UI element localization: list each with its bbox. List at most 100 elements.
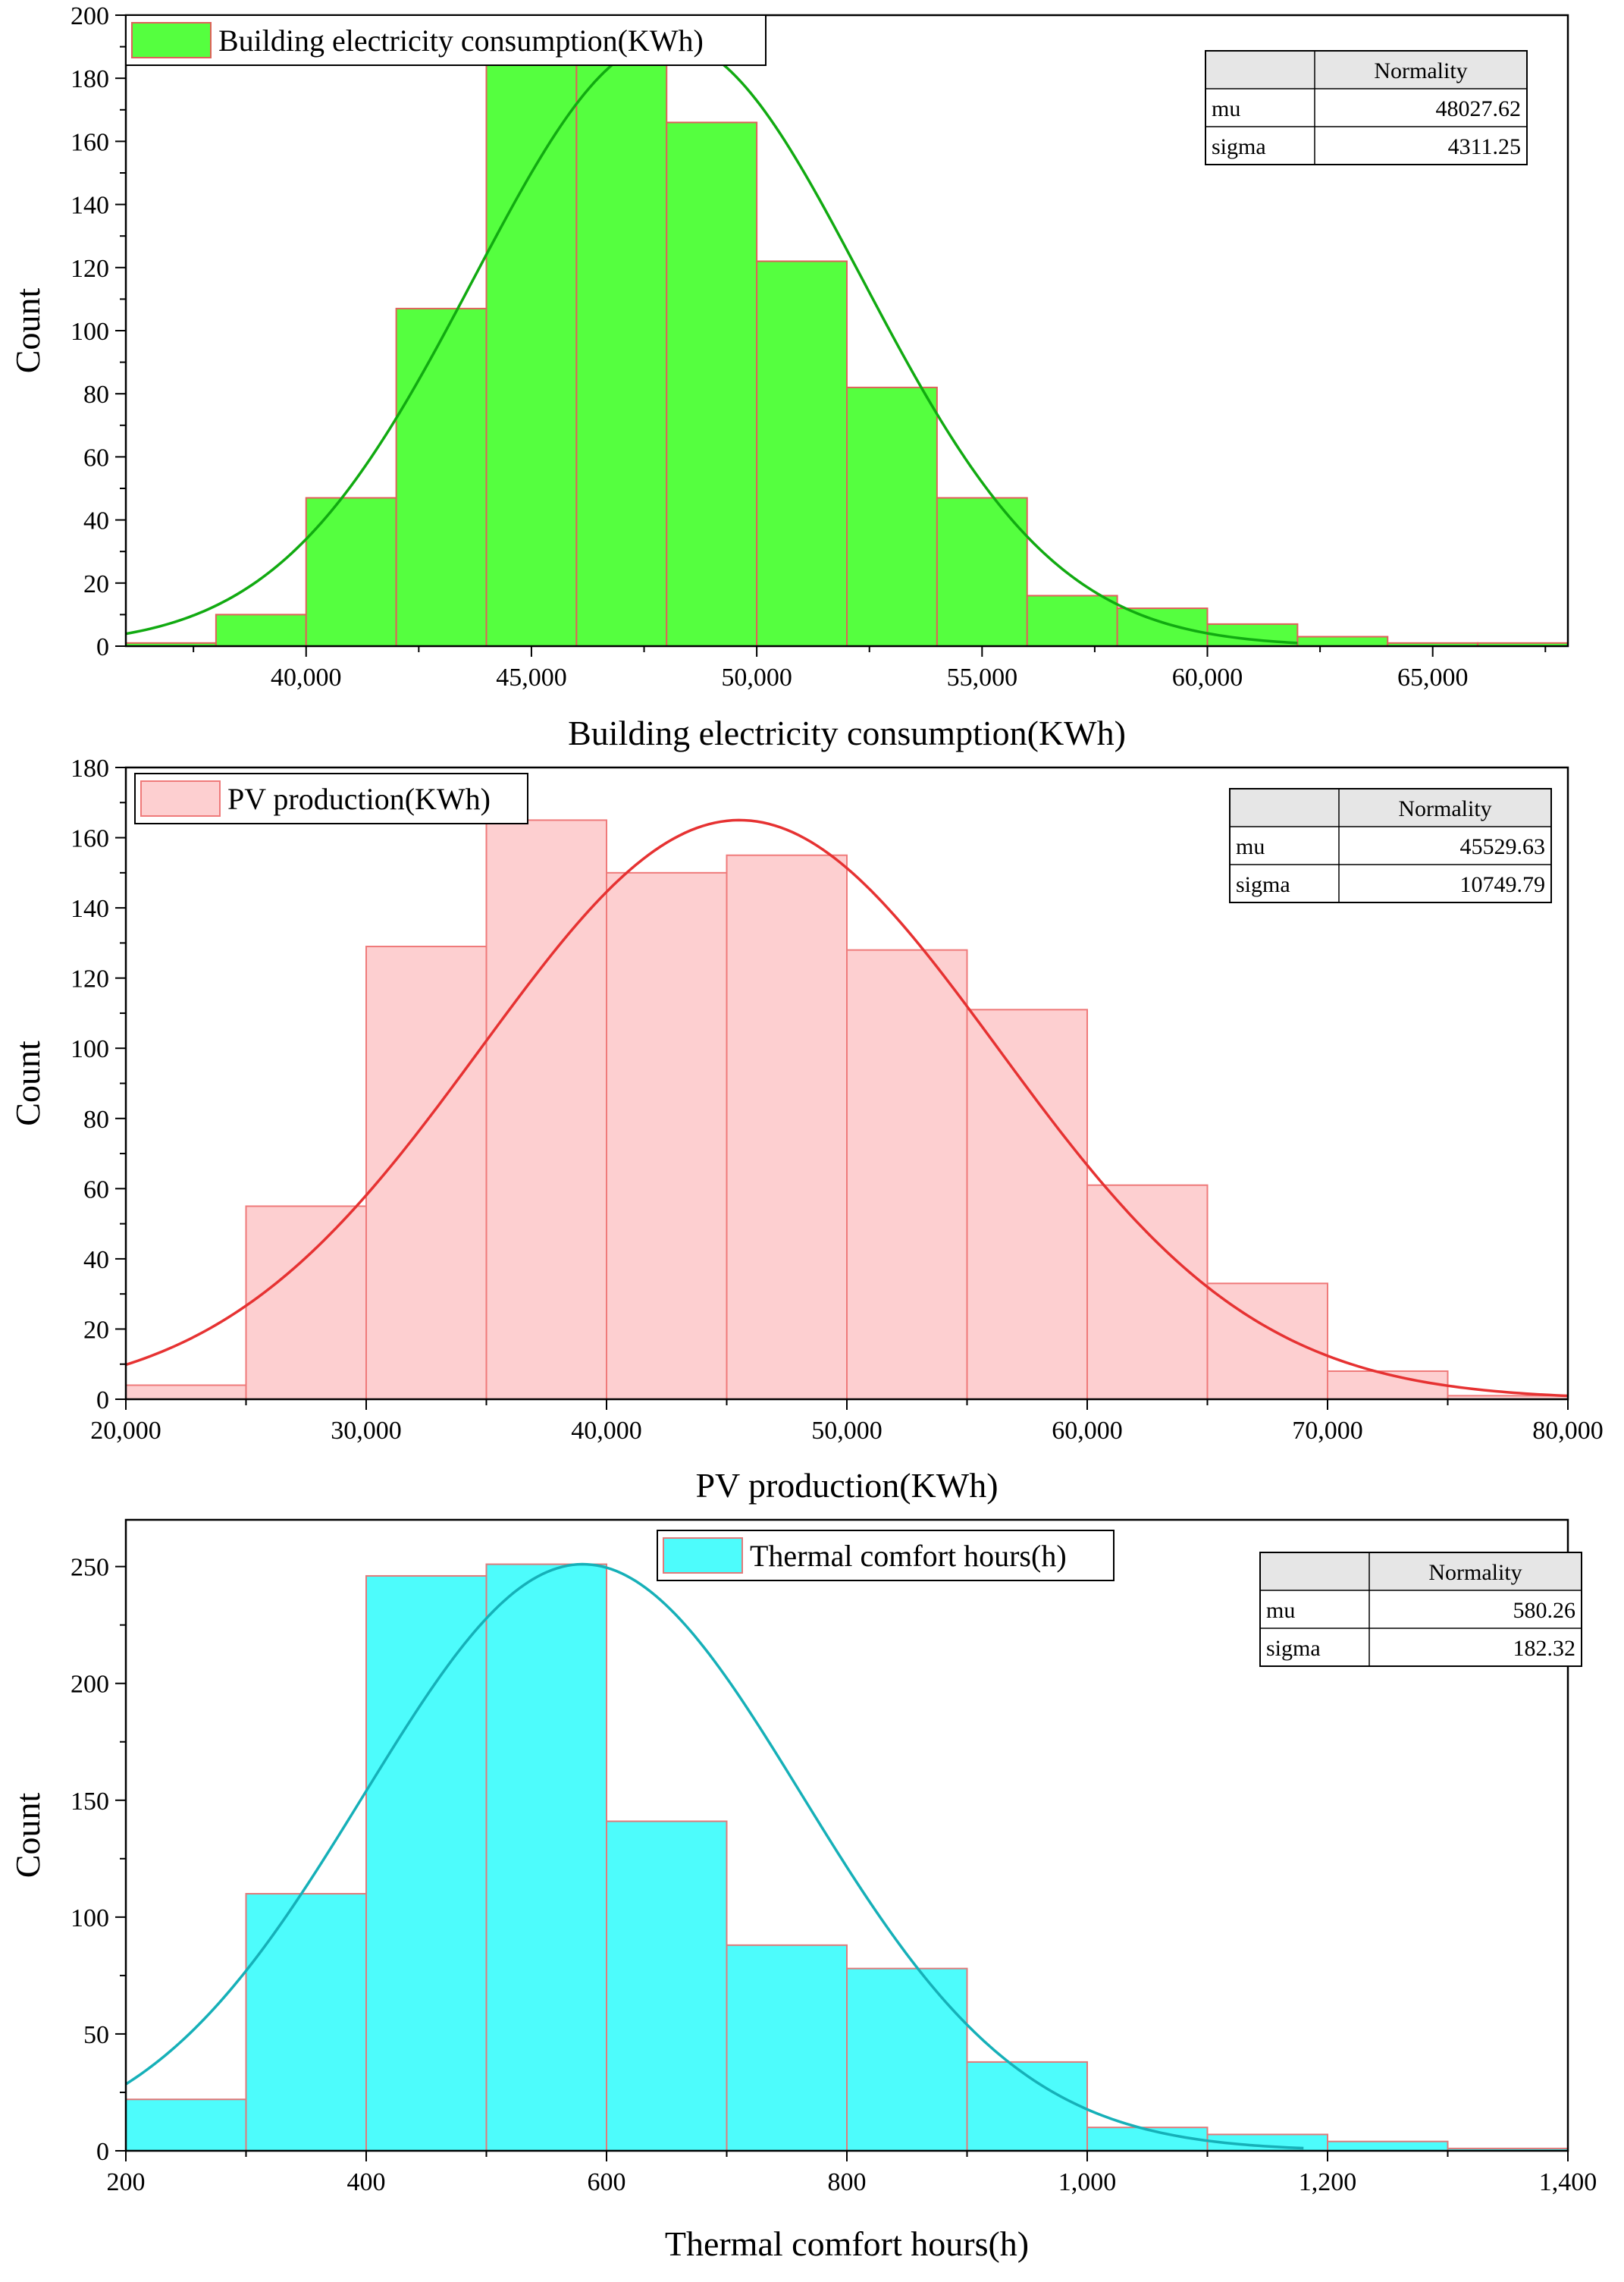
normality-table: Normality mu 48027.62 sigma 4311.25 <box>1205 50 1528 165</box>
y-tick-label: 0 <box>96 2138 109 2166</box>
legend: Building electricity consumption(KWh) <box>125 14 767 66</box>
y-tick-label: 0 <box>96 1386 109 1414</box>
y-tick-label: 20 <box>83 1316 109 1344</box>
histogram-bar <box>245 1893 367 2152</box>
y-tick-label: 0 <box>96 633 109 661</box>
table-row-value: 48027.62 <box>1436 96 1522 121</box>
y-tick-label: 80 <box>83 381 109 409</box>
histogram-bar <box>215 614 307 648</box>
histogram-bar <box>606 871 728 1401</box>
x-tick-label: 600 <box>588 2168 626 2196</box>
histogram-bar <box>395 307 488 647</box>
legend-label: Thermal comfort hours(h) <box>750 1539 1067 1573</box>
x-tick-label: 60,000 <box>1052 1417 1123 1445</box>
legend-swatch <box>663 1537 743 1574</box>
x-tick-label: 1,400 <box>1539 2168 1597 2196</box>
x-tick-label: 1,200 <box>1299 2168 1357 2196</box>
histogram-bar <box>726 1944 848 2152</box>
histogram-bar <box>1086 1184 1209 1400</box>
histogram-panel-2: 20,000 30,000 40,000 50,000 60,000 70,000 80,0… <box>8 755 1604 1505</box>
normal-fit-curve <box>125 818 1569 1398</box>
y-tick-label: 100 <box>71 1904 109 1932</box>
histogram-bar <box>1116 607 1209 648</box>
y-tick-label: 200 <box>71 1671 109 1699</box>
y-axis: 0 20 40 60 80 100 120 140 160 180 <box>71 755 126 1414</box>
histogram-bar <box>575 39 668 647</box>
x-tick-label: 45,000 <box>496 664 567 692</box>
x-tick-label: 20,000 <box>90 1417 161 1445</box>
y-tick-label: 180 <box>71 755 109 783</box>
table-header: Normality <box>1428 1560 1522 1585</box>
normal-fit-curve <box>125 1562 1304 2150</box>
table-row-value: 45529.63 <box>1460 834 1546 859</box>
histogram-bar <box>485 1563 607 2152</box>
table-header: Normality <box>1398 796 1491 821</box>
y-tick-label: 160 <box>71 825 109 853</box>
histogram-bar <box>125 2098 247 2152</box>
histogram-bar <box>245 1205 367 1400</box>
table-header: Normality <box>1374 58 1467 83</box>
x-axis-title: Building electricity consumption(KWh) <box>568 714 1126 752</box>
histogram-bar <box>606 1820 728 2152</box>
histogram-bar <box>846 1967 968 2152</box>
histogram-panel-3: 200 400 600 800 1,000 1,200 1,4000501001502002… <box>8 1518 1597 2263</box>
table-row-value: 4311.25 <box>1448 134 1521 159</box>
histogram-bar <box>1327 2140 1449 2152</box>
histogram-bar <box>756 260 848 647</box>
y-tick-label: 150 <box>71 1788 109 1816</box>
table-row-value: 10749.79 <box>1460 872 1546 897</box>
y-tick-label: 200 <box>71 2 109 30</box>
histogram-bar <box>846 949 968 1400</box>
x-axis: 200 400 600 800 1,000 1,200 1,400 <box>107 2151 1597 2196</box>
x-tick-label: 200 <box>107 2168 146 2196</box>
histogram-bar <box>1026 595 1118 647</box>
table-header-bg <box>1205 51 1527 89</box>
histogram-bar <box>1086 2127 1209 2152</box>
table-row-label: mu <box>1212 96 1240 121</box>
y-axis-title: Count <box>8 288 47 374</box>
x-tick-label: 60,000 <box>1172 664 1243 692</box>
y-tick-label: 100 <box>71 1035 109 1063</box>
table-row-label: sigma <box>1266 1636 1321 1661</box>
histogram-bar <box>1327 1370 1449 1401</box>
table-header-bg <box>1260 1552 1582 1590</box>
y-tick-label: 40 <box>83 507 109 535</box>
x-axis: 40,000 45,000 50,000 55,000 60,000 65,000 <box>193 646 1547 692</box>
y-tick-label: 140 <box>71 895 109 923</box>
histogram-bar <box>846 386 938 647</box>
table-border <box>1259 1552 1582 1667</box>
histogram-bar <box>726 854 848 1400</box>
y-tick-label: 250 <box>71 1554 109 1582</box>
x-tick-label: 80,000 <box>1532 1417 1604 1445</box>
y-tick-label: 80 <box>83 1106 109 1134</box>
y-tick-label: 140 <box>71 192 109 220</box>
legend-label: PV production(KWh) <box>227 782 491 816</box>
histogram-panel-1: 40,000 45,000 50,000 55,000 60,000 65,000 0 20 4… <box>8 2 1569 752</box>
table-row-label: mu <box>1236 834 1265 859</box>
histogram-bars <box>125 1563 1569 2152</box>
histogram-bar <box>666 121 758 647</box>
y-tick-label: 20 <box>83 570 109 598</box>
histogram-bar <box>485 819 607 1400</box>
x-tick-label: 50,000 <box>721 664 792 692</box>
x-tick-label: 400 <box>347 2168 386 2196</box>
legend-swatch <box>131 22 212 58</box>
x-tick-label: 55,000 <box>947 664 1018 692</box>
y-tick-label: 100 <box>71 318 109 346</box>
histogram-bars <box>125 819 1569 1401</box>
y-tick-label: 60 <box>83 444 109 472</box>
x-axis-title: Thermal comfort hours(h) <box>665 2224 1029 2263</box>
x-tick-label: 30,000 <box>331 1417 402 1445</box>
table-border <box>1229 788 1552 903</box>
x-tick-label: 50,000 <box>811 1417 883 1445</box>
y-tick-label: 120 <box>71 255 109 283</box>
y-axis-title: Count <box>8 1041 47 1126</box>
histogram-bar <box>305 497 397 647</box>
x-axis: 20,000 30,000 40,000 50,000 60,000 70,000 80,0… <box>90 1399 1604 1445</box>
table-row-value: 580.26 <box>1513 1598 1576 1623</box>
table-border <box>1205 50 1528 165</box>
y-tick-label: 50 <box>83 2021 109 2049</box>
x-tick-label: 65,000 <box>1397 664 1469 692</box>
